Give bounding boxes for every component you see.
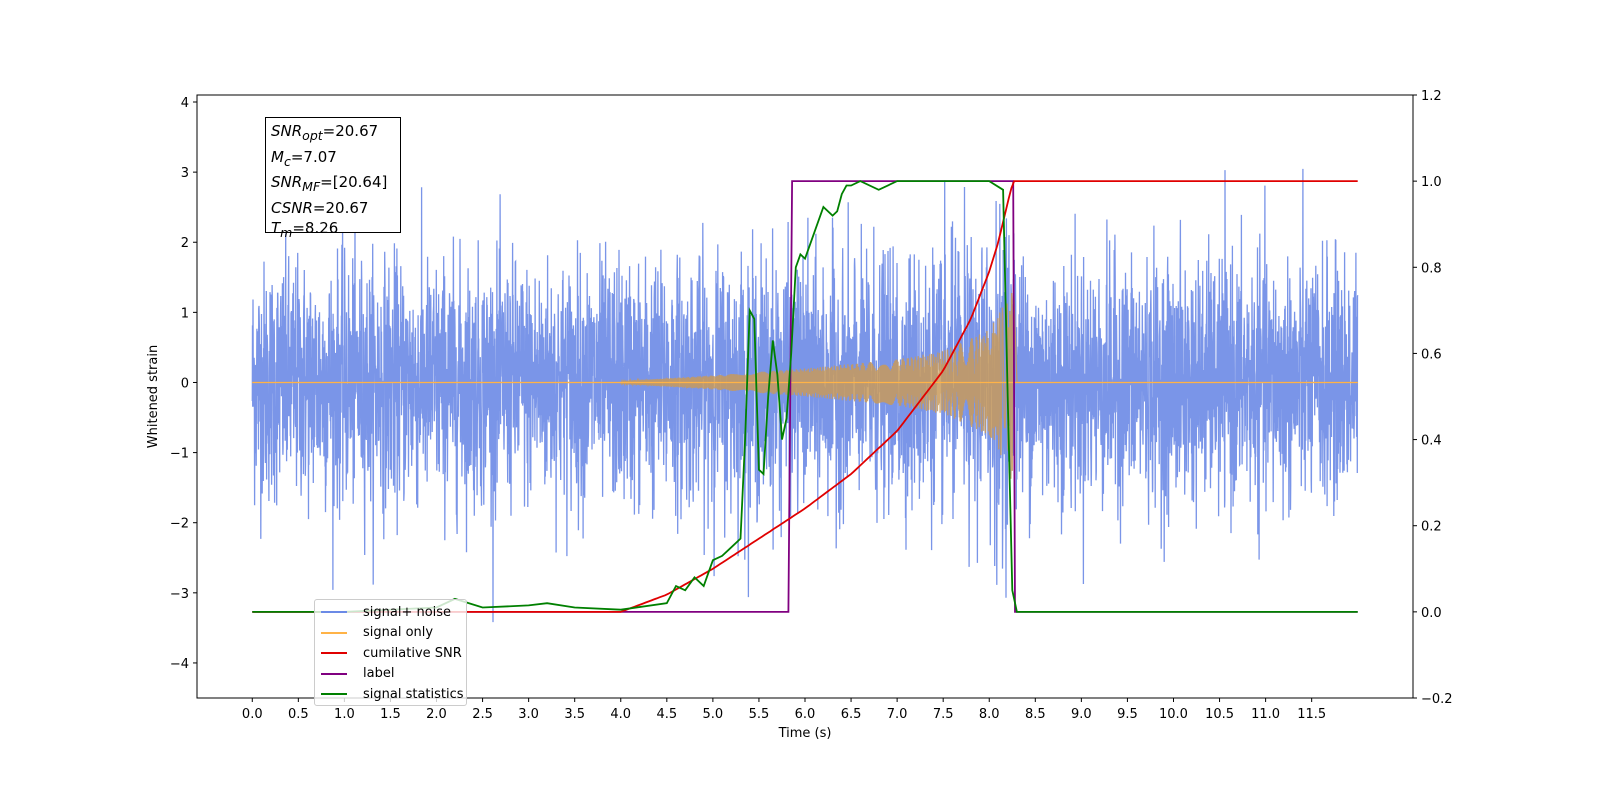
x-tick-label: 8.0 <box>979 707 1000 722</box>
y-right-tick-label: 0.0 <box>1421 606 1442 621</box>
x-tick-label: 7.5 <box>933 707 954 722</box>
legend-swatch <box>321 672 347 675</box>
legend-swatch <box>321 611 347 614</box>
legend-label: signal statistics <box>363 686 464 702</box>
x-tick-label: 5.0 <box>703 707 724 722</box>
info-line-csnr: CSNR=20.67 <box>271 198 369 217</box>
legend-swatch <box>321 693 347 696</box>
y-right-tick-label: 0.2 <box>1421 520 1442 535</box>
y-axis-left-ticks: −4 −3 −2 −1 0 1 2 3 4 <box>170 96 197 672</box>
x-tick-label: 9.0 <box>1071 707 1092 722</box>
x-tick-label: 1.5 <box>380 707 401 722</box>
y-right-tick-label: 0.4 <box>1421 434 1442 449</box>
x-tick-label: 8.5 <box>1025 707 1046 722</box>
series-signal-noise-line <box>251 168 1359 623</box>
series-signal-statistics-line <box>252 180 1358 613</box>
y-left-tick-label: −1 <box>170 447 189 462</box>
legend-item-signal-noise: signal+ noise <box>315 602 466 623</box>
legend-swatch <box>321 631 347 634</box>
y-left-tick-label: −4 <box>170 657 189 672</box>
legend-label: label <box>363 666 395 682</box>
y-axis-right-ticks: −0.2 0.0 0.2 0.4 0.6 0.8 1.0 1.2 <box>1413 89 1453 707</box>
y-right-tick-label: 1.2 <box>1421 89 1442 104</box>
x-tick-label: 3.0 <box>518 707 539 722</box>
y-left-tick-label: 3 <box>181 166 189 181</box>
y-left-tick-label: 1 <box>181 306 189 321</box>
info-line-mc: Mc=7.07 <box>271 147 337 169</box>
info-line-snr-opt: SNRopt=20.67 <box>271 122 379 143</box>
legend-item-signal-statistics: signal statistics <box>315 684 466 705</box>
x-tick-label: 4.0 <box>610 707 631 722</box>
series-layer <box>251 168 1359 623</box>
chart-legend: signal+ noise signal only cumilative SNR… <box>314 599 467 706</box>
legend-label: cumilative SNR <box>363 645 462 661</box>
x-tick-label: 2.0 <box>426 707 447 722</box>
legend-swatch <box>321 652 347 655</box>
y-right-tick-label: 1.0 <box>1421 175 1442 190</box>
y-left-tick-label: −3 <box>170 587 189 602</box>
y-left-tick-label: −2 <box>170 517 189 532</box>
x-tick-label: 11.5 <box>1297 707 1326 722</box>
x-tick-label: 0.5 <box>288 707 309 722</box>
x-tick-label: 10.0 <box>1159 707 1188 722</box>
legend-label: signal only <box>363 625 434 641</box>
x-tick-label: 5.5 <box>749 707 770 722</box>
x-tick-label: 3.5 <box>564 707 585 722</box>
x-tick-label: 7.0 <box>887 707 908 722</box>
y-left-tick-label: 4 <box>181 96 189 111</box>
x-tick-label: 10.5 <box>1205 707 1234 722</box>
x-tick-label: 1.0 <box>334 707 355 722</box>
y-left-tick-label: 0 <box>181 376 189 391</box>
x-axis-label: Time (s) <box>778 726 832 741</box>
y-right-tick-label: 0.6 <box>1421 347 1442 362</box>
x-tick-label: 4.5 <box>656 707 677 722</box>
legend-item-cumulative-snr: cumilative SNR <box>315 643 466 664</box>
y-right-tick-label: −0.2 <box>1421 692 1453 707</box>
legend-item-label: label <box>315 664 466 685</box>
info-line-tm: Tm=8.26 <box>271 219 339 240</box>
x-tick-label: 2.5 <box>472 707 493 722</box>
x-tick-label: 6.0 <box>795 707 816 722</box>
x-tick-label: 6.5 <box>841 707 862 722</box>
info-line-snr-mf: SNRMF=[20.64] <box>271 173 388 194</box>
legend-item-signal-only: signal only <box>315 623 466 644</box>
x-axis-ticks: 0.0 0.5 1.0 1.5 2.0 2.5 3.0 3.5 4.0 4.5 5.0 5.5 6.0 6… <box>242 698 1326 722</box>
x-tick-label: 0.0 <box>242 707 263 722</box>
y-axis-label: Whitened strain <box>146 345 161 448</box>
x-tick-label: 11.0 <box>1251 707 1280 722</box>
x-tick-label: 9.5 <box>1117 707 1138 722</box>
y-right-tick-label: 0.8 <box>1421 261 1442 276</box>
legend-label: signal+ noise <box>363 604 452 620</box>
info-annotation-box: SNRopt=20.67 Mc=7.07 SNRMF=[20.64] CSNR=… <box>265 117 401 240</box>
y-left-tick-label: 2 <box>181 236 189 251</box>
